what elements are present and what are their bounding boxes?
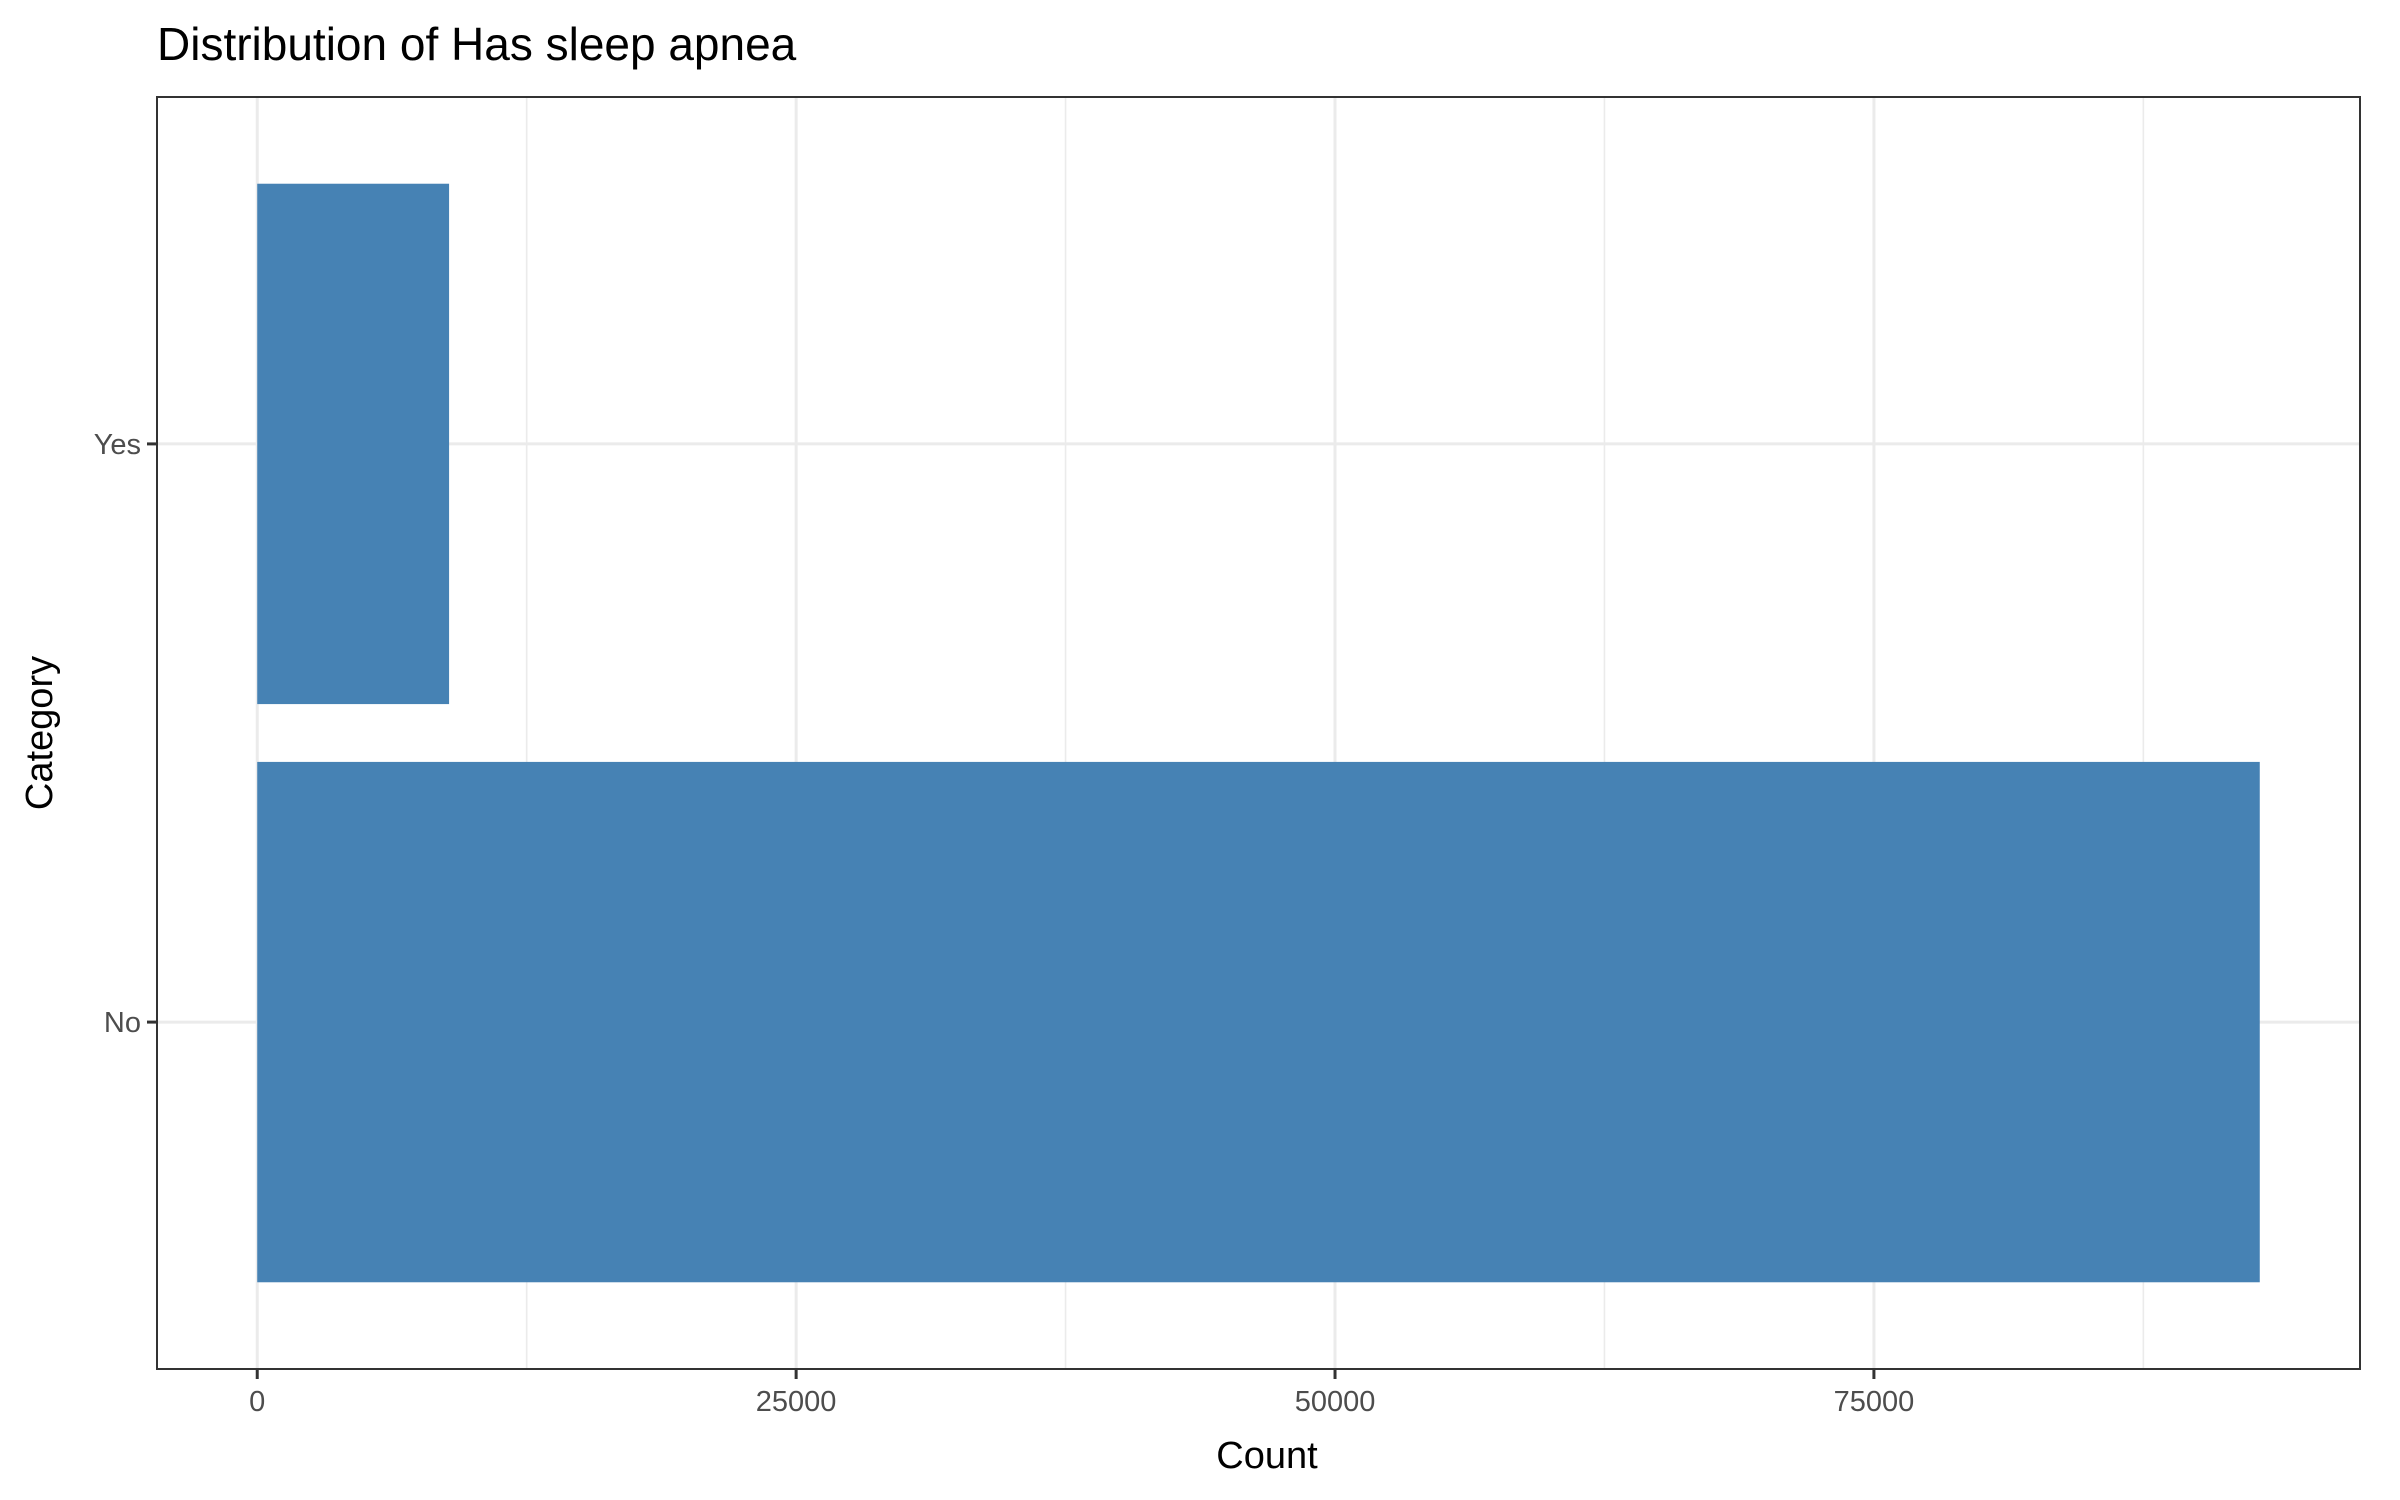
x-tick-label: 25000 — [756, 1386, 837, 1418]
bar-yes — [257, 183, 450, 705]
bar-no — [257, 761, 2260, 1283]
y-axis-ticks: No Yes — [94, 429, 157, 1039]
x-axis-ticks: 0 25000 50000 75000 — [249, 1369, 1914, 1418]
y-tick-label-no: No — [104, 1007, 141, 1039]
plot-panel-border — [156, 96, 2361, 1370]
y-axis-title: Category — [19, 656, 61, 810]
bars — [257, 183, 2260, 1283]
chart-title: Distribution of Has sleep apnea — [157, 18, 797, 70]
x-tick-label: 75000 — [1834, 1386, 1915, 1418]
x-tick-label: 0 — [249, 1386, 265, 1418]
y-tick-label-yes: Yes — [94, 429, 141, 461]
x-tick-label: 50000 — [1295, 1386, 1376, 1418]
x-axis-title: Count — [1216, 1435, 1318, 1477]
